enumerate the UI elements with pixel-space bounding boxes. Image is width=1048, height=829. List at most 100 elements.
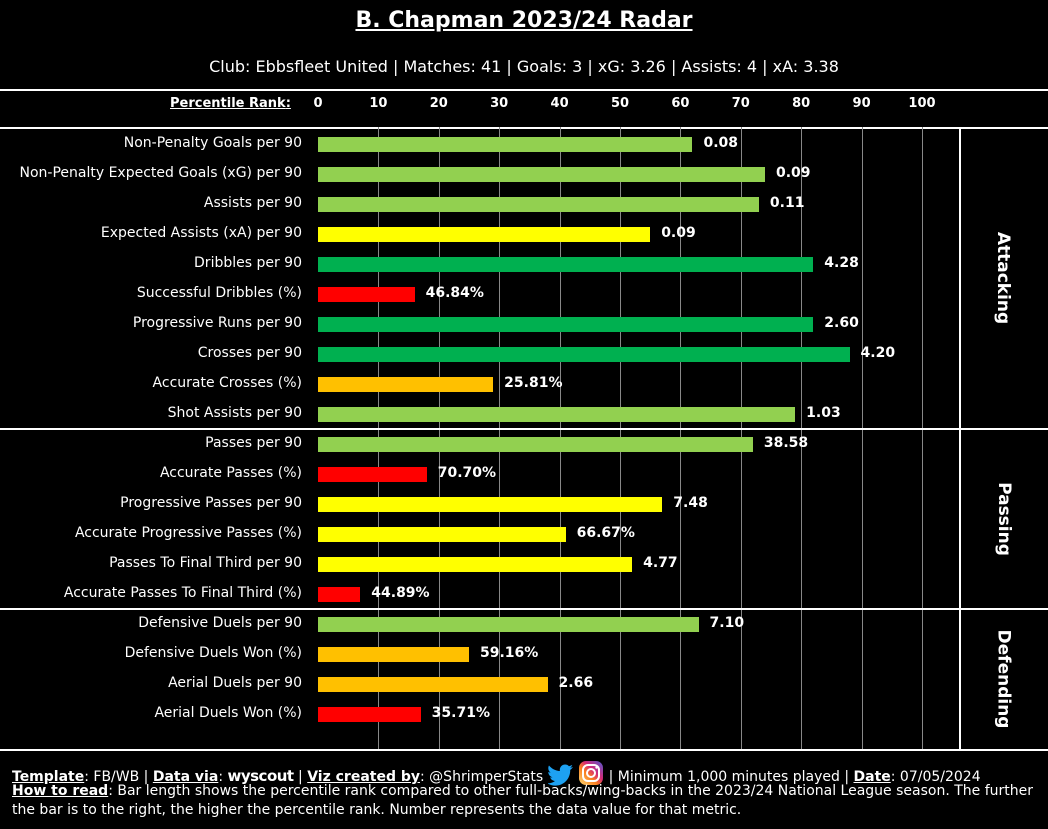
metric-label: Aerial Duels per 90 xyxy=(168,675,302,691)
bar-value-label: 0.09 xyxy=(661,225,696,241)
tick-label-100: 100 xyxy=(908,96,936,111)
category-label-text: Attacking xyxy=(993,231,1014,325)
data-via-sep: : xyxy=(218,769,228,785)
bar xyxy=(318,647,469,662)
bar xyxy=(318,587,361,602)
category-label-defending: Defending xyxy=(961,609,1046,749)
bar xyxy=(318,347,850,362)
bar xyxy=(318,467,427,482)
bar xyxy=(318,377,494,392)
bar xyxy=(318,707,421,722)
bar xyxy=(318,167,765,182)
how-to-read-text: : Bar length shows the percentile rank c… xyxy=(12,783,1034,818)
bar-value-label: 0.11 xyxy=(769,195,805,211)
divider-section xyxy=(0,608,1048,610)
bar-value-label: 7.10 xyxy=(709,615,745,631)
divider-category xyxy=(959,127,961,750)
bar xyxy=(318,677,548,692)
tick-label-40: 40 xyxy=(550,96,569,111)
chart-title: B. Chapman 2023/24 Radar xyxy=(355,8,693,33)
category-label-passing: Passing xyxy=(961,429,1046,609)
metric-label: Passes To Final Third per 90 xyxy=(109,555,302,571)
bar-value-label: 66.67% xyxy=(576,525,635,541)
bar-value-label: 2.66 xyxy=(558,675,594,691)
bar-value-label: 44.89% xyxy=(371,585,430,601)
metric-label: Progressive Passes per 90 xyxy=(120,495,302,511)
tick-label-30: 30 xyxy=(490,96,509,111)
category-label-attacking: Attacking xyxy=(961,127,1046,429)
metric-label: Assists per 90 xyxy=(203,195,302,211)
twitter-icon[interactable] xyxy=(546,764,574,792)
bar-value-label: 2.60 xyxy=(824,315,859,331)
metric-label: Defensive Duels per 90 xyxy=(138,615,302,631)
metric-label: Accurate Crosses (%) xyxy=(152,375,302,391)
metric-label: Accurate Passes To Final Third (%) xyxy=(63,585,302,601)
metric-label: Shot Assists per 90 xyxy=(167,405,302,421)
footer-line-1: Template: FB/WB | Data via: wyscout | Vi… xyxy=(12,760,1042,792)
bar-value-label: 70.70% xyxy=(437,465,497,481)
bar xyxy=(318,407,796,422)
divider-top xyxy=(0,89,1048,91)
tick-label-50: 50 xyxy=(610,96,630,111)
bar-value-label: 0.09 xyxy=(775,165,811,181)
metric-label: Passes per 90 xyxy=(205,435,302,451)
bar xyxy=(318,257,814,272)
tick-label-80: 80 xyxy=(792,96,811,111)
bar-value-label: 0.08 xyxy=(703,135,739,151)
gridline-80 xyxy=(801,127,803,749)
metric-label: Aerial Duels Won (%) xyxy=(154,705,302,721)
date-value: : 07/05/2024 xyxy=(890,769,981,785)
axis-label: Percentile Rank: xyxy=(170,96,291,111)
bar xyxy=(318,137,693,152)
how-to-read-label: How to read xyxy=(12,783,109,799)
bar xyxy=(318,497,663,512)
bar xyxy=(318,527,566,542)
data-via-label: Data via xyxy=(152,769,219,785)
metric-label: Expected Assists (xA) per 90 xyxy=(100,225,302,241)
gridline-100 xyxy=(922,127,923,749)
bar-value-label: 25.81% xyxy=(504,375,563,391)
footer-how-to-read: How to read: Bar length shows the percen… xyxy=(12,782,1042,820)
tick-label-20: 20 xyxy=(429,96,448,111)
bar-value-label: 7.48 xyxy=(673,495,708,511)
bar-value-label: 1.03 xyxy=(806,405,841,421)
category-label-text: Passing xyxy=(993,482,1014,556)
bar xyxy=(318,437,753,452)
metric-label: Accurate Passes (%) xyxy=(159,465,302,481)
bar-value-label: 4.20 xyxy=(860,345,896,361)
bar xyxy=(318,197,759,212)
template-value: : FB/WB | xyxy=(84,769,153,785)
divider-section xyxy=(0,428,1048,430)
divider-header xyxy=(0,127,1048,129)
tick-label-10: 10 xyxy=(369,96,388,111)
date-label: Date xyxy=(853,769,891,785)
instagram-icon[interactable] xyxy=(578,760,604,792)
bar-value-label: 4.28 xyxy=(824,255,859,271)
bar xyxy=(318,317,814,332)
bar-value-label: 38.58 xyxy=(763,435,809,451)
bar xyxy=(318,287,415,302)
template-label: Template xyxy=(12,769,85,785)
tick-label-0: 0 xyxy=(313,96,323,111)
tick-label-70: 70 xyxy=(731,96,750,111)
chart-subtitle: Club: Ebbsfleet United | Matches: 41 | G… xyxy=(209,57,839,76)
metric-label: Dribbles per 90 xyxy=(194,255,302,271)
metric-label: Defensive Duels Won (%) xyxy=(124,645,302,661)
tick-label-60: 60 xyxy=(671,96,690,111)
metric-label: Successful Dribbles (%) xyxy=(136,285,302,301)
metric-label: Crosses per 90 xyxy=(197,345,302,361)
divider-bottom xyxy=(0,749,1048,751)
gridline-90 xyxy=(861,127,863,749)
bar xyxy=(318,617,699,632)
bar-value-label: 4.77 xyxy=(643,555,678,571)
viz-label: Viz created by xyxy=(307,769,421,785)
viz-value: : @ShrimperStats xyxy=(420,769,544,785)
tick-label-90: 90 xyxy=(852,96,871,111)
bar-value-label: 59.16% xyxy=(480,645,539,661)
bar xyxy=(318,227,651,242)
metric-label: Non-Penalty Goals per 90 xyxy=(123,135,302,151)
category-label-text: Defending xyxy=(993,629,1014,729)
metric-label: Progressive Runs per 90 xyxy=(132,315,302,331)
metric-label: Non-Penalty Expected Goals (xG) per 90 xyxy=(19,165,302,181)
bar xyxy=(318,557,633,572)
